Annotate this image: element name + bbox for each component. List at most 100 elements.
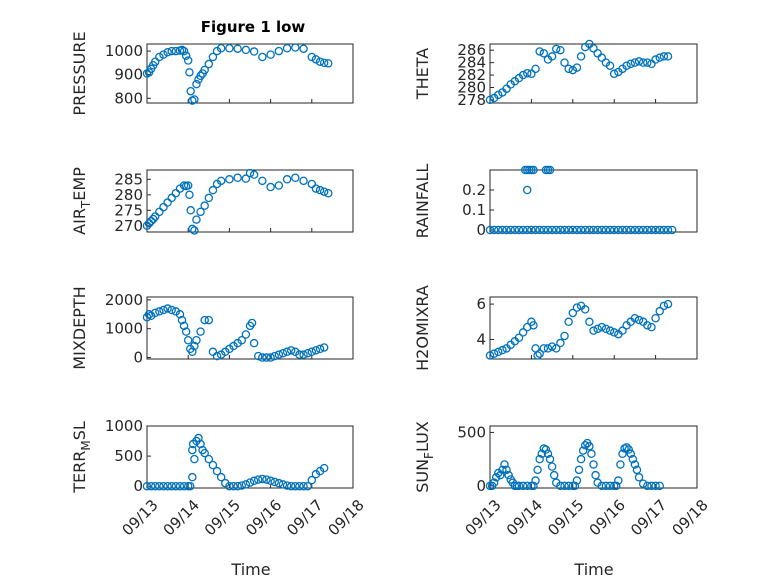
- data-point: [311, 184, 321, 193]
- data-point: [539, 49, 549, 58]
- data-point: [278, 480, 288, 489]
- data-point: [175, 481, 185, 491]
- data-point: [485, 225, 495, 235]
- data-point: [270, 477, 279, 487]
- data-point: [179, 481, 189, 491]
- data-point: [324, 59, 333, 68]
- y-tick-label: 0: [476, 221, 486, 239]
- data-point: [518, 70, 528, 80]
- data-point: [547, 462, 557, 471]
- data-point: [585, 317, 594, 327]
- data-point: [489, 225, 499, 235]
- data-point: [647, 322, 656, 332]
- data-point: [618, 326, 627, 335]
- data-point: [564, 481, 573, 491]
- data-point: [212, 351, 222, 361]
- data-point: [605, 225, 615, 235]
- data-point: [543, 344, 553, 353]
- data-point: [655, 306, 664, 316]
- data-point: [605, 61, 615, 70]
- data-point: [506, 225, 515, 235]
- data-point: [196, 207, 205, 217]
- data-point: [212, 466, 222, 476]
- data-point: [319, 58, 329, 68]
- data-point: [572, 225, 582, 235]
- data-point: [196, 71, 205, 81]
- data-point: [150, 308, 160, 318]
- data-point: [647, 225, 656, 235]
- data-point: [163, 481, 172, 491]
- subplot-mixdepth: 0 1000 2000 MIXDEPTH: [70, 286, 354, 370]
- data-point: [504, 470, 513, 480]
- data-point: [291, 43, 300, 52]
- data-point: [659, 301, 669, 311]
- y-tick-label: 278: [457, 91, 486, 109]
- data-point: [491, 473, 501, 482]
- data-point: [543, 449, 553, 459]
- data-point: [609, 225, 619, 235]
- data-point: [148, 214, 158, 224]
- data-point: [274, 181, 284, 190]
- data-point: [531, 225, 540, 235]
- data-point: [576, 225, 586, 235]
- data-point: [163, 48, 172, 57]
- data-point: [659, 225, 669, 235]
- x-tick-label: 09/15: [201, 496, 244, 539]
- data-point: [535, 454, 544, 464]
- data-point: [179, 321, 189, 331]
- data-point: [663, 52, 673, 61]
- x-axis-label-right: Time: [573, 560, 613, 579]
- data-point: [183, 56, 193, 65]
- data-point: [529, 165, 538, 175]
- data-point: [192, 79, 201, 89]
- y-axis-label: THETA: [413, 48, 432, 100]
- data-point: [155, 481, 164, 491]
- data-point: [286, 481, 296, 491]
- y-tick-label: 280: [114, 186, 143, 204]
- data-point: [200, 201, 209, 210]
- y-tick-label: 0.2: [462, 181, 486, 199]
- data-point: [155, 307, 164, 316]
- data-point: [564, 317, 573, 327]
- data-point: [200, 315, 209, 325]
- y-tick-label: 1000: [105, 42, 143, 60]
- data-point: [188, 439, 198, 449]
- data-point: [655, 481, 664, 491]
- data-point: [529, 321, 538, 330]
- data-point: [556, 338, 565, 348]
- data-point: [500, 460, 509, 469]
- y-tick-label: 0: [476, 477, 486, 495]
- data-point: [535, 349, 544, 358]
- data-point: [630, 225, 640, 235]
- data-point: [597, 225, 607, 235]
- y-tick-label: 500: [457, 423, 486, 441]
- data-point: [258, 474, 267, 484]
- data-point: [291, 173, 300, 182]
- y-tick-label: 500: [114, 447, 143, 465]
- data-point: [543, 225, 553, 235]
- data-point: [551, 44, 561, 54]
- data-point: [489, 349, 499, 358]
- data-point: [514, 225, 524, 235]
- data-point: [494, 225, 503, 235]
- figure-title: Figure 1 low: [201, 18, 306, 36]
- data-point: [319, 187, 329, 196]
- data-point: [303, 481, 312, 491]
- data-point: [186, 481, 195, 491]
- data-point: [570, 481, 580, 491]
- data-point: [539, 344, 549, 353]
- data-point: [188, 347, 197, 357]
- y-tick-label: 0.1: [462, 201, 486, 219]
- data-point: [643, 225, 652, 235]
- data-point: [556, 45, 565, 55]
- data-point: [216, 43, 226, 53]
- data-point: [529, 481, 538, 491]
- data-point: [183, 336, 193, 345]
- x-tick-label: 09/14: [503, 496, 546, 539]
- y-tick-label: 285: [114, 170, 143, 188]
- data-point: [245, 478, 255, 487]
- data-point: [295, 350, 304, 359]
